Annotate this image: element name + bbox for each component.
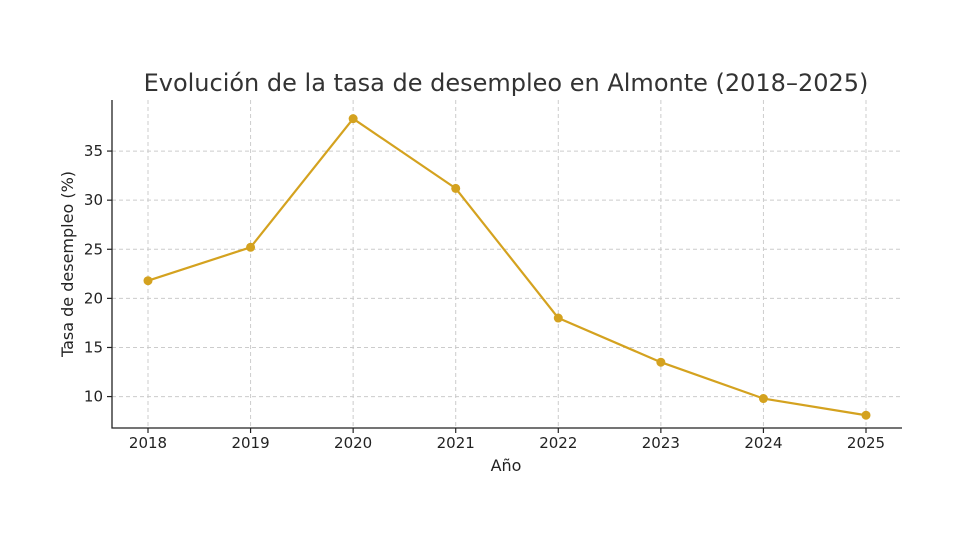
data-point <box>348 114 358 124</box>
x-axis-ticks: 2018 2019 2020 2021 2022 2023 2024 2025 <box>129 428 885 452</box>
y-tick-label: 10 <box>84 388 103 406</box>
y-tick-label: 20 <box>84 289 103 307</box>
x-tick-label: 2019 <box>231 434 269 452</box>
data-point <box>451 183 461 193</box>
data-point <box>246 242 256 252</box>
x-tick-label: 2024 <box>744 434 782 452</box>
data-point <box>656 357 666 367</box>
axis-lines <box>111 100 902 429</box>
series-line <box>147 117 867 417</box>
x-axis-label: Año <box>491 456 522 475</box>
x-tick-label: 2020 <box>334 434 372 452</box>
y-tick-label: 30 <box>84 191 103 209</box>
y-tick-label: 35 <box>84 142 103 160</box>
x-tick-label: 2025 <box>847 434 885 452</box>
data-point <box>758 394 768 404</box>
y-tick-label: 25 <box>84 240 103 258</box>
y-tick-label: 15 <box>84 338 103 356</box>
x-tick-label: 2021 <box>437 434 475 452</box>
data-point <box>143 276 153 286</box>
x-tick-label: 2022 <box>539 434 577 452</box>
axes <box>111 100 902 429</box>
series-layer <box>143 114 871 420</box>
chart-title: Evolución de la tasa de desempleo en Alm… <box>144 69 869 97</box>
y-axis-ticks: 10 15 20 25 30 35 <box>84 142 112 406</box>
data-point <box>861 410 871 420</box>
grid <box>112 100 902 428</box>
x-tick-label: 2018 <box>129 434 167 452</box>
y-axis-label: Tasa de desempleo (%) <box>58 171 77 358</box>
data-point <box>553 313 563 323</box>
x-tick-label: 2023 <box>642 434 680 452</box>
